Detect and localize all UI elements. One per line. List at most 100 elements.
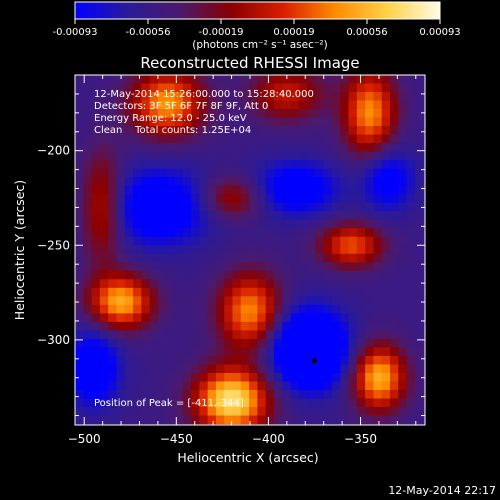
heatmap-cell bbox=[290, 143, 300, 153]
heatmap-cell bbox=[307, 321, 316, 331]
heatmap-cell bbox=[406, 177, 416, 187]
heatmap-cell bbox=[141, 321, 151, 331]
heatmap-cell bbox=[215, 75, 225, 85]
heatmap-cell bbox=[75, 355, 84, 365]
heatmap-cell bbox=[207, 92, 217, 102]
heatmap-cell bbox=[108, 160, 117, 170]
heatmap-cell bbox=[315, 253, 325, 263]
heatmap-cell bbox=[224, 398, 233, 408]
heatmap-cell bbox=[124, 304, 134, 314]
heatmap-cell bbox=[307, 83, 316, 93]
heatmap-cell bbox=[182, 347, 192, 357]
heatmap-cell bbox=[273, 109, 283, 119]
heatmap-cell bbox=[215, 355, 225, 365]
heatmap-cell bbox=[373, 313, 383, 323]
heatmap-cell bbox=[356, 364, 366, 374]
heatmap-cell bbox=[406, 245, 416, 255]
heatmap-cell bbox=[265, 236, 275, 246]
heatmap-cell bbox=[290, 381, 300, 391]
heatmap-cell bbox=[224, 194, 233, 204]
heatmap-cell bbox=[323, 355, 333, 365]
heatmap-cell bbox=[249, 390, 258, 400]
heatmap-cell bbox=[232, 313, 242, 323]
heatmap-cell bbox=[290, 398, 300, 408]
heatmap-cell bbox=[348, 415, 358, 425]
heatmap-cell bbox=[149, 211, 159, 221]
heatmap-cell bbox=[282, 390, 292, 400]
heatmap-cell bbox=[75, 262, 84, 272]
heatmap-cell bbox=[406, 330, 416, 340]
heatmap-cell bbox=[124, 160, 134, 170]
heatmap-cell bbox=[423, 143, 425, 153]
heatmap-cell bbox=[323, 185, 333, 195]
heatmap-cell bbox=[265, 372, 275, 382]
heatmap-cell bbox=[298, 151, 308, 161]
heatmap-cell bbox=[191, 126, 200, 136]
heatmap-cell bbox=[348, 279, 358, 289]
heatmap-cell bbox=[406, 126, 416, 136]
heatmap-cell bbox=[215, 407, 225, 417]
heatmap-cell bbox=[124, 194, 134, 204]
heatmap-cell bbox=[348, 177, 358, 187]
heatmap-cell bbox=[141, 202, 151, 212]
heatmap-cell bbox=[356, 219, 366, 229]
heatmap-cell bbox=[157, 296, 167, 306]
heatmap-cell bbox=[331, 134, 341, 144]
heatmap-cell bbox=[398, 398, 408, 408]
heatmap-cell bbox=[323, 100, 333, 110]
heatmap-cell bbox=[141, 143, 151, 153]
heatmap-cell bbox=[232, 177, 242, 187]
heatmap-cell bbox=[91, 160, 101, 170]
heatmap-cell bbox=[298, 321, 308, 331]
heatmap-cell bbox=[224, 287, 233, 297]
heatmap-cell bbox=[249, 92, 258, 102]
heatmap-cell bbox=[124, 372, 134, 382]
heatmap-cell bbox=[108, 83, 117, 93]
heatmap-cell bbox=[365, 100, 374, 110]
heatmap-cell bbox=[273, 100, 283, 110]
heatmap-cell bbox=[365, 270, 374, 280]
heatmap-cell bbox=[157, 390, 167, 400]
heatmap-cell bbox=[298, 355, 308, 365]
heatmap-cell bbox=[323, 347, 333, 357]
heatmap-cell bbox=[265, 92, 275, 102]
heatmap-cell bbox=[75, 321, 84, 331]
heatmap-cell bbox=[157, 177, 167, 187]
heatmap-cell bbox=[182, 287, 192, 297]
heatmap-cell bbox=[398, 126, 408, 136]
info-detectors: Detectors: 3F 5F 6F 7F 8F 9F, Att 0 bbox=[94, 101, 268, 112]
heatmap-cell bbox=[390, 415, 399, 425]
heatmap-cell bbox=[249, 262, 258, 272]
heatmap-cell bbox=[323, 236, 333, 246]
heatmap-cell bbox=[249, 253, 258, 263]
heatmap-cell bbox=[265, 100, 275, 110]
heatmap-cell bbox=[390, 355, 399, 365]
heatmap-cell bbox=[315, 321, 325, 331]
heatmap-cell bbox=[91, 92, 101, 102]
heatmap-cell bbox=[323, 304, 333, 314]
heatmap-cell bbox=[207, 109, 217, 119]
heatmap-cell bbox=[99, 160, 109, 170]
heatmap-cell bbox=[83, 100, 93, 110]
heatmap-cell bbox=[232, 390, 242, 400]
heatmap-cell bbox=[398, 236, 408, 246]
heatmap-cell bbox=[307, 407, 316, 417]
heatmap-cell bbox=[116, 219, 126, 229]
heatmap-cell bbox=[207, 347, 217, 357]
heatmap-cell bbox=[191, 270, 200, 280]
heatmap-cell bbox=[398, 75, 408, 85]
heatmap-cell bbox=[91, 330, 101, 340]
heatmap-cell bbox=[249, 321, 258, 331]
heatmap-cell bbox=[331, 185, 341, 195]
heatmap-cell bbox=[224, 126, 233, 136]
heatmap-cell bbox=[182, 313, 192, 323]
heatmap-cell bbox=[290, 270, 300, 280]
heatmap-cell bbox=[157, 338, 167, 348]
heatmap-cell bbox=[406, 270, 416, 280]
heatmap-cell bbox=[116, 177, 126, 187]
heatmap-cell bbox=[199, 355, 209, 365]
heatmap-cell bbox=[406, 279, 416, 289]
heatmap-cell bbox=[290, 228, 300, 238]
heatmap-cell bbox=[423, 338, 425, 348]
heatmap-cell bbox=[348, 262, 358, 272]
